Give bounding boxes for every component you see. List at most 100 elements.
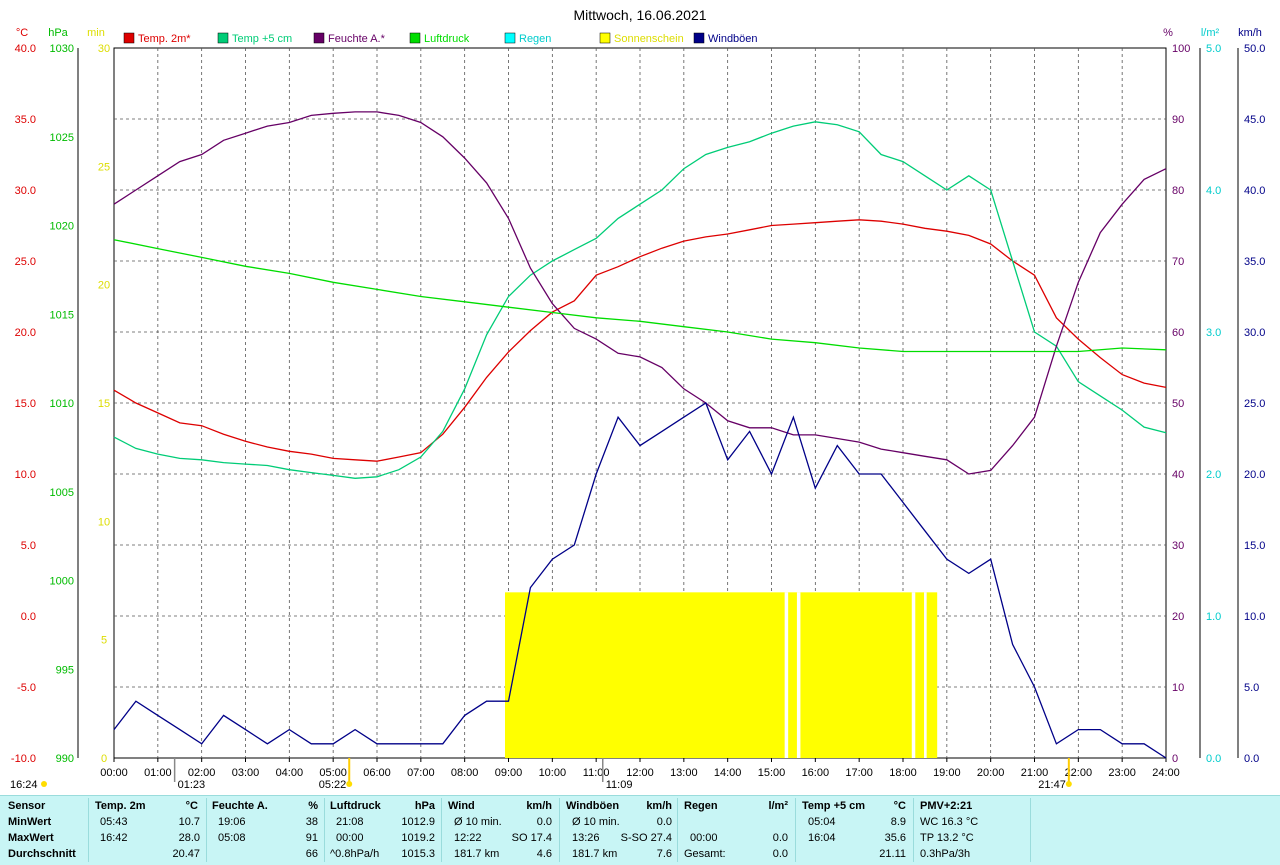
legend-swatch: [504, 32, 516, 44]
stats-label-min: MinWert: [8, 816, 52, 828]
legend-swatch: [123, 32, 135, 44]
y-tick-label-wind: 15.0: [1244, 540, 1265, 552]
stats-gusts-unit: km/h: [646, 800, 672, 812]
x-tick-label: 01:00: [144, 767, 172, 779]
y-tick-label-temp: 15.0: [15, 398, 36, 410]
stats-pmv-line2: TP 13.2 °C: [920, 832, 974, 844]
legend-swatch: [599, 32, 611, 44]
y-tick-label-pressure: 995: [56, 664, 74, 676]
y-tick-label-pressure: 1025: [50, 132, 74, 144]
stats-rain-total: 0.0: [772, 848, 788, 860]
y-tick-label-rain: 1.0: [1206, 611, 1221, 623]
stats-pmv-line1: WC 16.3 °C: [920, 816, 979, 828]
sunshine-gap: [924, 592, 927, 758]
y-tick-label-temp: -5.0: [17, 682, 36, 694]
legend-swatch: [217, 32, 229, 44]
y-tick-label-temp: 30.0: [15, 185, 36, 197]
y-tick-label-humidity: 20: [1172, 611, 1184, 623]
stats-humidity-title: Feuchte A.: [212, 800, 268, 812]
sunrise-time: 05:22: [319, 779, 347, 791]
stats-temp2m-title: Temp. 2m: [95, 800, 146, 812]
y-tick-label-humidity: 60: [1172, 327, 1184, 339]
legend-swatch: [409, 32, 421, 44]
y-tick-label-pressure: 1015: [50, 309, 74, 321]
y-tick-label-wind: 45.0: [1244, 114, 1265, 126]
series-line-luftdruck: [113, 239, 1167, 353]
sun-icon: [1065, 781, 1072, 787]
y-tick-label-temp: 35.0: [15, 114, 36, 126]
y-tick-label-temp: 20.0: [15, 327, 36, 339]
x-tick-label: 14:00: [714, 767, 742, 779]
y-tick-label-sun: 15: [98, 398, 110, 410]
y-tick-label-wind: 35.0: [1244, 256, 1265, 268]
legend-swatch: [313, 32, 325, 44]
axis-unit-sun: min: [87, 27, 105, 39]
x-tick-label: 22:00: [1065, 767, 1093, 779]
stats-temp2m-unit: °C: [185, 800, 198, 812]
stats-label-avg: Durchschnitt: [8, 848, 76, 860]
stats-temp5cm-title: Temp +5 cm: [802, 800, 866, 812]
stats-wind-title: Wind: [448, 800, 475, 812]
stats-header-sensor: Sensor: [8, 800, 46, 812]
stats-rain-unit: l/m²: [768, 800, 788, 812]
y-tick-label-temp: 5.0: [21, 540, 36, 552]
sunshine-gap: [796, 592, 801, 758]
stats-temp5cm-avg: 21.11: [879, 848, 906, 860]
stats-temp5cm-min: 8.9: [890, 816, 906, 828]
x-tick-label: 06:00: [363, 767, 391, 779]
stats-temp2m-min: 10.7: [178, 816, 200, 828]
y-tick-label-temp: -10.0: [11, 753, 36, 765]
axis-unit-wind: km/h: [1238, 27, 1262, 39]
stats-wind-max: SO 17.4: [511, 832, 552, 844]
y-tick-label-sun: 5: [101, 635, 107, 647]
y-tick-label-wind: 40.0: [1244, 185, 1265, 197]
y-tick-label-wind: 0.0: [1244, 753, 1259, 765]
sunset-time: 21:47: [1038, 779, 1066, 791]
stats-pmv-line3: 0.3hPa/3h: [920, 848, 971, 860]
y-tick-label-temp: 10.0: [15, 469, 36, 481]
stats-wind-min: 0.0: [536, 816, 552, 828]
y-tick-label-pressure: 990: [56, 753, 74, 765]
y-tick-label-rain: 5.0: [1206, 43, 1221, 55]
stats-gusts-total: 181.7 km: [572, 848, 618, 860]
legend-label: Sonnenschein: [614, 33, 684, 45]
sunshine-gap: [911, 592, 916, 758]
stats-rain-max: 0.0: [772, 832, 788, 844]
y-tick-label-humidity: 30: [1172, 540, 1184, 552]
y-tick-label-humidity: 40: [1172, 469, 1184, 481]
axes: 00:00 01:00 02:00 03:00 04:00 05:00 06:00 07:00…: [10, 27, 1265, 791]
stats-temp5cm-unit: °C: [893, 800, 906, 812]
stats-wind-avg: 4.6: [536, 848, 552, 860]
y-tick-label-pressure: 1030: [50, 43, 74, 55]
legend-label: Regen: [519, 33, 551, 45]
x-tick-label: 04:00: [276, 767, 304, 779]
x-tick-label: 08:00: [451, 767, 479, 779]
stats-pressure-unit: hPa: [414, 800, 435, 812]
x-tick-label: 17:00: [845, 767, 873, 779]
y-tick-label-temp: 40.0: [15, 43, 36, 55]
x-tick-label: 09:00: [495, 767, 523, 779]
y-tick-label-sun: 0: [101, 753, 107, 765]
legend-label: Luftdruck: [424, 33, 470, 45]
stats-pmv-title: PMV+2:21: [920, 800, 973, 812]
stats-temp5cm-max-time: 16:04: [808, 832, 836, 844]
stats-temp2m-max-time: 16:42: [100, 832, 128, 844]
y-tick-label-rain: 2.0: [1206, 469, 1221, 481]
y-tick-label-rain: 3.0: [1206, 327, 1221, 339]
moon-time: 01:23: [178, 779, 206, 791]
axis-unit-humidity: %: [1163, 27, 1173, 39]
stats-temp2m-avg: 20.47: [172, 848, 200, 860]
y-tick-label-wind: 50.0: [1244, 43, 1265, 55]
legend-label: Temp. 2m*: [138, 33, 191, 45]
stats-gusts-max-time: 13:26: [572, 832, 600, 844]
stats-gusts-max: S-SO 27.4: [620, 832, 672, 844]
moon-time: 11:09: [606, 779, 633, 791]
stats-temp2m-min-time: 05:43: [100, 816, 128, 828]
sun-icon: [41, 781, 47, 787]
y-tick-label-humidity: 90: [1172, 114, 1184, 126]
stats-pressure-avg: 1015.3: [401, 848, 435, 860]
x-tick-label: 00:00: [100, 767, 128, 779]
stats-wind-unit: km/h: [526, 800, 552, 812]
y-tick-label-temp: 0.0: [21, 611, 36, 623]
y-tick-label-humidity: 80: [1172, 185, 1184, 197]
